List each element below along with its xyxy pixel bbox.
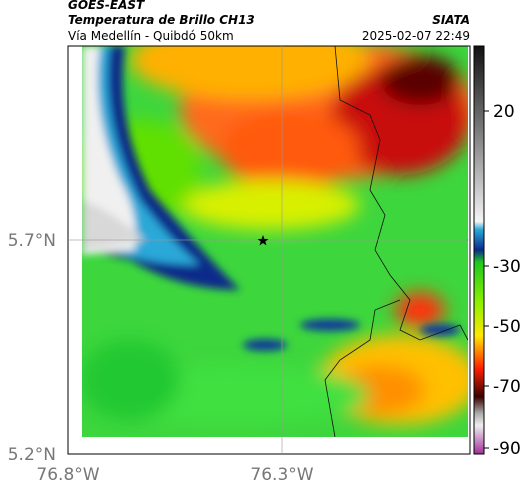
- colorbar-tick-label: -50: [493, 317, 521, 337]
- colorbar-tick-label: -30: [493, 257, 521, 277]
- title: Temperatura de Brillo CH13: [68, 13, 255, 27]
- satellite-image: [82, 46, 468, 437]
- colorbar-tick-label: 20: [493, 102, 515, 122]
- timestamp: 2025-02-07 22:49: [362, 29, 470, 43]
- lon-label: 76.8°W: [36, 465, 99, 485]
- org: SIATA: [432, 13, 470, 27]
- source: GOES-EAST: [68, 0, 145, 12]
- lat-label: 5.2°N: [8, 445, 56, 465]
- route: Vía Medellín - Quibdó 50km: [68, 29, 234, 43]
- lat-label: 5.7°N: [8, 231, 56, 251]
- lon-label: 76.3°W: [250, 465, 313, 485]
- location-star: [257, 235, 269, 246]
- border: [324, 46, 468, 437]
- colorbar: [473, 45, 485, 455]
- colorbar-tick-label: -70: [493, 377, 521, 397]
- colorbar-tick-label: -90: [493, 439, 521, 459]
- map-frame: [67, 45, 471, 455]
